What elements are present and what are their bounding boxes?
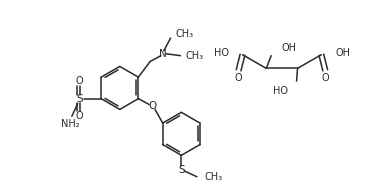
Text: CH₃: CH₃ — [205, 172, 223, 182]
Text: O: O — [235, 73, 242, 83]
Text: OH: OH — [282, 43, 297, 53]
Text: CH₃: CH₃ — [175, 29, 194, 39]
Text: S: S — [76, 94, 83, 104]
Text: HO: HO — [214, 48, 229, 58]
Text: O: O — [148, 102, 156, 111]
Text: OH: OH — [335, 48, 350, 58]
Text: S: S — [178, 165, 185, 175]
Text: NH₂: NH₂ — [61, 119, 79, 129]
Text: O: O — [76, 111, 83, 121]
Text: N: N — [159, 49, 167, 59]
Text: CH₃: CH₃ — [185, 51, 203, 61]
Text: O: O — [321, 73, 329, 83]
Text: HO: HO — [273, 86, 288, 96]
Text: O: O — [76, 76, 83, 86]
